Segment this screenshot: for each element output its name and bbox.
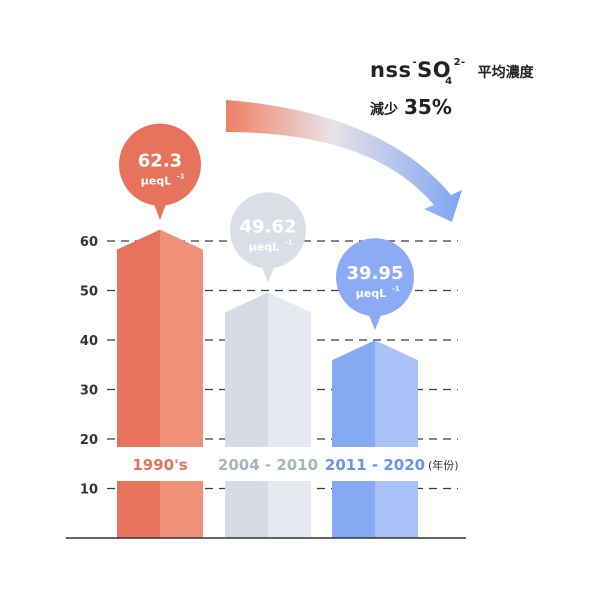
value-bubble: 49.62 μeqL -1 <box>230 192 306 283</box>
category-label: 2004 - 2010 <box>218 456 318 474</box>
bubble-circle <box>119 123 201 206</box>
label-band <box>106 447 422 481</box>
x-unit-label: (年份) <box>428 458 459 472</box>
bar <box>117 229 203 539</box>
bubble-circle <box>336 238 414 317</box>
bar-right-face <box>375 340 418 538</box>
category-label: 1990's <box>132 456 187 474</box>
bar <box>225 292 311 538</box>
bubble-unit: μeqL <box>141 175 171 188</box>
change-label: 減少 <box>370 102 398 119</box>
change-value: 35% <box>404 95 452 120</box>
trend-arrow <box>226 100 462 222</box>
y-tick-label: 60 <box>80 235 98 250</box>
value-bubble: 39.95 μeqL -1 <box>336 238 414 331</box>
bars <box>106 229 422 539</box>
bubble-unit-exponent: -1 <box>392 285 400 293</box>
y-tick-label: 30 <box>80 384 98 399</box>
bubble-unit: μeqL <box>356 287 386 300</box>
species-formula: nss-SO42- <box>370 57 466 88</box>
bar-right-face <box>160 229 203 539</box>
bar-left-face <box>117 229 160 539</box>
value-bubble: 62.3 μeqL -1 <box>119 123 201 220</box>
bubble-unit-exponent: -1 <box>285 238 293 246</box>
bar-left-face <box>332 340 375 538</box>
y-tick-label: 20 <box>80 433 98 448</box>
bubble-value: 39.95 <box>347 263 404 284</box>
decrease-arrow-icon <box>226 100 462 222</box>
bubble-circle <box>230 192 306 269</box>
bubble-unit: μeqL <box>249 240 279 253</box>
y-tick-label: 40 <box>80 334 98 349</box>
y-tick-label: 50 <box>80 285 98 300</box>
bubble-value: 49.62 <box>240 216 297 237</box>
metric-label: 平均濃度 <box>477 65 534 81</box>
category-labels: 1990's 2004 - 2010 2011 - 2020 (年份) <box>132 456 458 474</box>
bar <box>332 340 418 538</box>
category-label: 2011 - 2020 <box>325 456 425 474</box>
bar-left-face <box>225 292 268 538</box>
y-axis-ticks: 60 50 40 30 20 10 <box>80 235 98 498</box>
chart-title: nss-SO42- 平均濃度 減少 35% <box>370 57 534 120</box>
bubble-value: 62.3 <box>138 151 182 172</box>
bar-right-face <box>268 292 311 538</box>
bubble-unit-exponent: -1 <box>177 173 185 181</box>
y-tick-label: 10 <box>80 483 98 498</box>
